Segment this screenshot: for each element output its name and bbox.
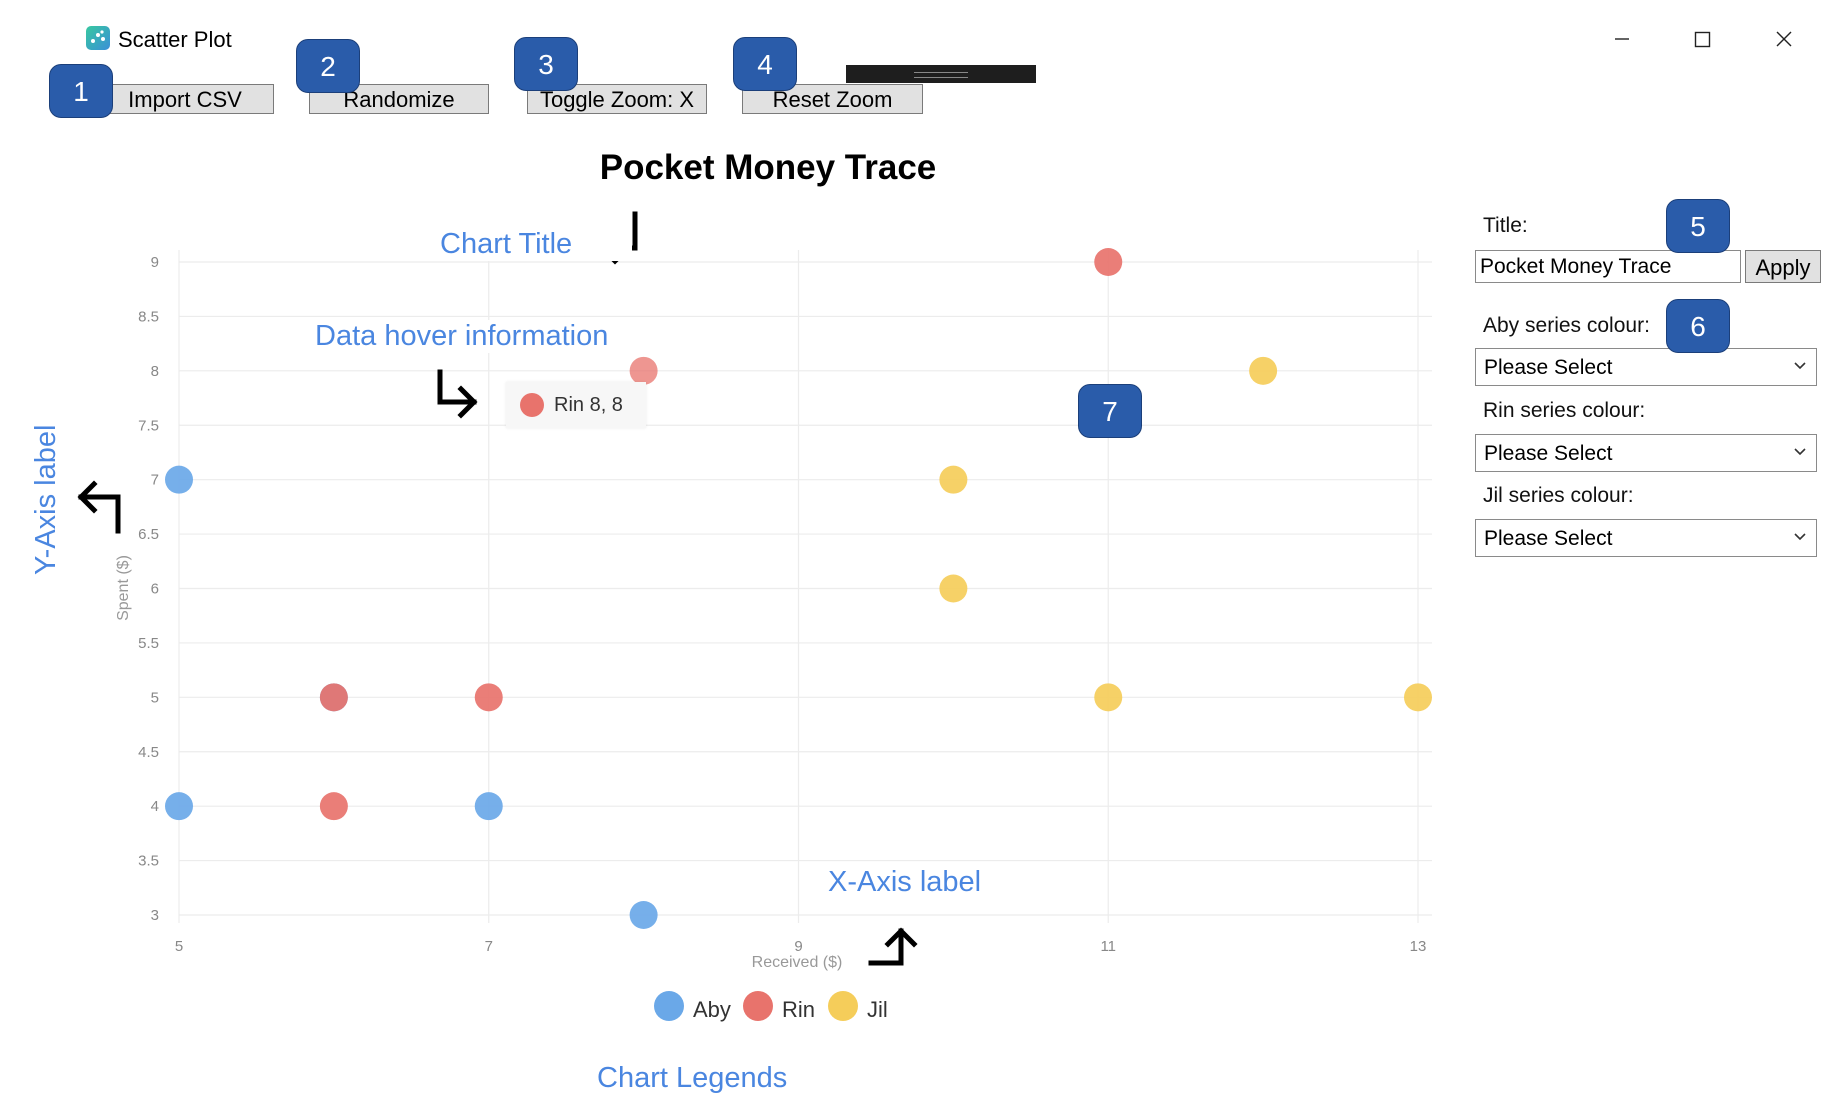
- y-tick-label: 5.5: [138, 635, 159, 652]
- x-tick-label: 9: [794, 938, 802, 955]
- minimize-button[interactable]: [1596, 18, 1648, 60]
- y-tick-label: 5: [151, 689, 159, 706]
- y-tick-label: 6: [151, 581, 159, 598]
- chevron-down-icon: [1794, 362, 1806, 370]
- y-tick-label: 3: [151, 907, 159, 924]
- badge-3: 3: [514, 37, 578, 91]
- maximize-icon: [1694, 31, 1711, 48]
- data-point-jil[interactable]: [1094, 683, 1123, 712]
- y-tick-label: 4: [151, 798, 159, 815]
- x-tick-label: 7: [485, 938, 493, 955]
- y-tick-label: 7: [151, 472, 159, 489]
- maximize-button[interactable]: [1676, 18, 1728, 60]
- annotation-legends: Chart Legends: [597, 1062, 788, 1094]
- hover-tooltip: Rin 8, 8: [506, 382, 646, 428]
- jil-colour-value: Please Select: [1484, 527, 1613, 550]
- annotation-arrow-x-axis: [868, 927, 918, 966]
- y-tick-label: 7.5: [138, 417, 159, 434]
- jil-colour-select[interactable]: Please Select: [1475, 519, 1817, 557]
- data-point-rin[interactable]: [629, 356, 658, 385]
- badge-7: 7: [1078, 384, 1142, 438]
- data-point-jil[interactable]: [939, 574, 968, 603]
- annotation-arrow-hover: [437, 369, 478, 419]
- data-point-aby[interactable]: [474, 792, 503, 821]
- x-tick-label: 13: [1410, 938, 1427, 955]
- aby-colour-label: Aby series colour:: [1483, 314, 1650, 337]
- rin-colour-select[interactable]: Please Select: [1475, 434, 1817, 472]
- annotation-x-axis: X-Axis label: [802, 866, 1008, 899]
- import-csv-button[interactable]: Import CSV: [96, 84, 274, 114]
- close-icon: [1776, 31, 1792, 47]
- legend-label-jil[interactable]: Jil: [867, 997, 888, 1022]
- data-point-aby[interactable]: [629, 901, 658, 929]
- chart-title: Pocket Money Trace: [599, 148, 937, 187]
- jil-colour-label: Jil series colour:: [1483, 484, 1634, 507]
- y-tick-label: 6.5: [138, 526, 159, 543]
- data-point-rin[interactable]: [319, 792, 348, 821]
- x-tick-label: 5: [175, 938, 183, 955]
- data-point-jil[interactable]: [1404, 683, 1432, 712]
- y-tick-label: 9: [151, 254, 159, 271]
- badge-5: 5: [1666, 199, 1730, 253]
- chevron-down-icon: [1794, 533, 1806, 541]
- data-point-jil[interactable]: [939, 465, 968, 494]
- close-button[interactable]: [1758, 18, 1810, 60]
- minimize-icon: [1615, 38, 1629, 40]
- chevron-down-icon: [1794, 448, 1806, 456]
- title-input[interactable]: [1475, 250, 1741, 283]
- y-axis-title: Spent ($): [115, 555, 132, 621]
- y-tick-label: 4.5: [138, 744, 159, 761]
- legend-label-aby[interactable]: Aby: [693, 997, 731, 1022]
- data-point-aby[interactable]: [165, 792, 193, 821]
- legend-marker-aby[interactable]: [654, 991, 684, 1021]
- tooltip-marker: [520, 393, 544, 417]
- y-tick-label: 8: [151, 363, 159, 380]
- aby-colour-select[interactable]: Please Select: [1475, 348, 1817, 386]
- scatter-chart: 3 3.5 4 4.5 5 5.5 6 6.5 7 7.5 8 8.5 9 5 7 9 11 13 Receive…: [77, 211, 1432, 971]
- data-point-rin[interactable]: [1094, 248, 1123, 276]
- data-point-aby[interactable]: [165, 465, 193, 494]
- legend-marker-jil[interactable]: [828, 991, 858, 1021]
- annotation-arrow-y-axis: [77, 480, 121, 534]
- y-tick-label: 8.5: [138, 308, 159, 325]
- apply-button[interactable]: Apply: [1745, 250, 1821, 283]
- tooltip-text: Rin 8, 8: [554, 394, 623, 416]
- annotation-y-axis: Y-Axis label: [30, 424, 62, 575]
- legend-marker-rin[interactable]: [743, 991, 773, 1021]
- x-axis-title: Received ($): [752, 954, 843, 971]
- badge-2: 2: [296, 39, 360, 93]
- annotation-chart-title: Chart Title: [380, 228, 633, 261]
- badge-1: 1: [49, 64, 113, 118]
- aby-colour-value: Please Select: [1484, 356, 1613, 379]
- annotation-hover-info: Data hover information: [290, 320, 634, 353]
- data-point-rin[interactable]: [474, 683, 503, 712]
- splitter-handle[interactable]: [846, 65, 1036, 83]
- window-title: Scatter Plot: [118, 27, 232, 52]
- title-label: Title:: [1483, 214, 1528, 237]
- badge-6: 6: [1666, 299, 1730, 353]
- data-point-rin[interactable]: [319, 683, 348, 712]
- rin-colour-value: Please Select: [1484, 442, 1613, 465]
- legend-label-rin[interactable]: Rin: [782, 997, 816, 1022]
- badge-4: 4: [733, 37, 797, 91]
- data-point-jil[interactable]: [1249, 356, 1278, 385]
- scatter-app-icon: [86, 26, 110, 50]
- rin-colour-label: Rin series colour:: [1483, 399, 1646, 422]
- x-tick-label: 11: [1100, 938, 1116, 955]
- y-tick-label: 3.5: [138, 853, 159, 870]
